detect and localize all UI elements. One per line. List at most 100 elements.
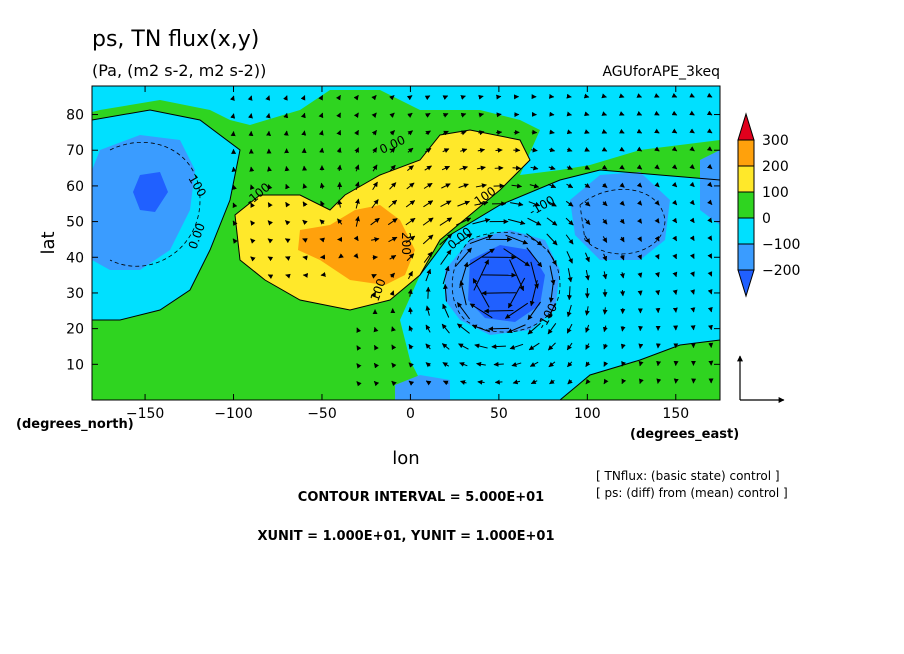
flux-arrow — [494, 379, 503, 385]
flux-arrow — [618, 111, 625, 116]
flux-arrow — [689, 253, 695, 259]
flux-arrow — [425, 130, 431, 136]
flux-arrow — [440, 200, 452, 208]
flux-arrow — [620, 290, 626, 297]
flux-arrow — [441, 343, 450, 350]
flux-arrow — [442, 303, 450, 318]
flux-arrow — [300, 112, 306, 119]
flux-arrow — [425, 305, 431, 316]
colorbar-swatch — [737, 139, 755, 167]
flux-arrow — [636, 93, 643, 98]
y-tick-label: 40 — [66, 250, 84, 266]
flux-arrow — [654, 110, 660, 116]
flux-arrow — [425, 343, 431, 350]
flux-arrow — [267, 256, 274, 262]
flux-arrow — [706, 92, 713, 98]
flux-arrow — [621, 378, 627, 385]
flux-arrow — [526, 233, 543, 246]
flux-arrow — [637, 290, 643, 296]
flux-arrow — [602, 236, 608, 243]
flux-arrow — [567, 286, 573, 301]
flux-arrow — [508, 218, 526, 226]
flux-arrow — [232, 202, 238, 209]
flux-arrow — [335, 94, 341, 101]
flux-arrow — [459, 165, 468, 171]
flux-arrow — [459, 280, 467, 306]
y-tick-label: 60 — [66, 179, 84, 195]
flux-arrow — [584, 270, 590, 281]
flux-arrow — [654, 217, 660, 224]
flux-arrow — [425, 324, 431, 333]
flux-arrow — [354, 181, 360, 191]
flux-arrow — [621, 361, 626, 367]
flux-arrow — [619, 272, 625, 279]
flux-arrow — [405, 200, 416, 208]
flux-arrow — [249, 184, 255, 190]
flux-arrow — [706, 163, 713, 170]
flux-arrow — [707, 271, 713, 277]
flux-arrow — [458, 343, 469, 350]
flux-arrow — [439, 233, 453, 246]
y-tick-label: 50 — [66, 215, 84, 231]
x-unit-label: (degrees_east) — [630, 427, 739, 442]
flux-arrow — [457, 323, 470, 334]
flux-arrow — [567, 379, 573, 385]
flux-arrow — [442, 380, 449, 386]
flux-arrow — [285, 256, 291, 261]
y-tick-label: 70 — [66, 143, 84, 159]
flux-arrow — [442, 362, 450, 367]
flux-arrow — [689, 92, 695, 98]
flux-arrow — [354, 147, 359, 153]
x-axis: −150 −100 −50 0 50 100 150 — [126, 86, 689, 422]
flux-arrow — [389, 254, 397, 260]
flux-arrow — [619, 254, 625, 261]
flux-arrow — [477, 147, 486, 153]
flux-arrow — [601, 129, 608, 134]
flux-arrow — [356, 345, 362, 351]
flux-arrow — [493, 361, 504, 367]
flux-arrow — [407, 270, 413, 280]
flux-arrow — [459, 261, 469, 289]
flux-arrow — [585, 378, 591, 385]
flux-arrow — [407, 147, 414, 153]
flux-arrow — [636, 200, 643, 206]
flux-arrow — [458, 183, 469, 189]
flux-arrow — [423, 251, 433, 263]
flux-arrow — [318, 112, 324, 119]
flux-arrow — [442, 95, 449, 100]
flux-arrow — [528, 201, 541, 207]
flux-arrow — [387, 218, 398, 226]
flux-arrow — [356, 327, 362, 333]
flux-arrow — [511, 362, 522, 367]
flux-arrow — [619, 128, 625, 134]
flux-arrow — [566, 342, 573, 351]
flux-arrow — [354, 129, 359, 136]
flux-arrow — [584, 183, 591, 189]
flux-arrow — [441, 165, 450, 171]
flux-arrow — [371, 291, 377, 298]
flux-arrow — [467, 248, 495, 267]
flux-arrow — [707, 181, 713, 188]
flux-arrow — [601, 93, 607, 99]
flux-arrow — [547, 183, 557, 189]
flux-arrow — [689, 164, 695, 170]
flux-arrow — [654, 200, 660, 206]
flux-arrow — [353, 235, 359, 242]
flux-arrow — [707, 235, 713, 241]
flux-arrow — [654, 235, 660, 242]
y-axis: 10 20 30 40 50 60 70 80 — [66, 108, 720, 373]
flux-arrow — [530, 261, 539, 289]
flux-arrow — [371, 237, 380, 242]
flux-arrow — [546, 217, 558, 226]
flux-arrow — [459, 362, 468, 367]
flux-arrow — [584, 201, 591, 207]
flux-arrow — [336, 112, 341, 119]
flux-arrow — [478, 112, 485, 118]
flux-arrow — [265, 95, 271, 101]
flux-arrow — [337, 218, 343, 225]
reference-vector — [737, 355, 785, 403]
flux-arrow — [391, 326, 396, 332]
flux-arrow — [455, 247, 472, 267]
flux-arrow — [425, 268, 432, 282]
flux-arrow — [302, 255, 308, 261]
